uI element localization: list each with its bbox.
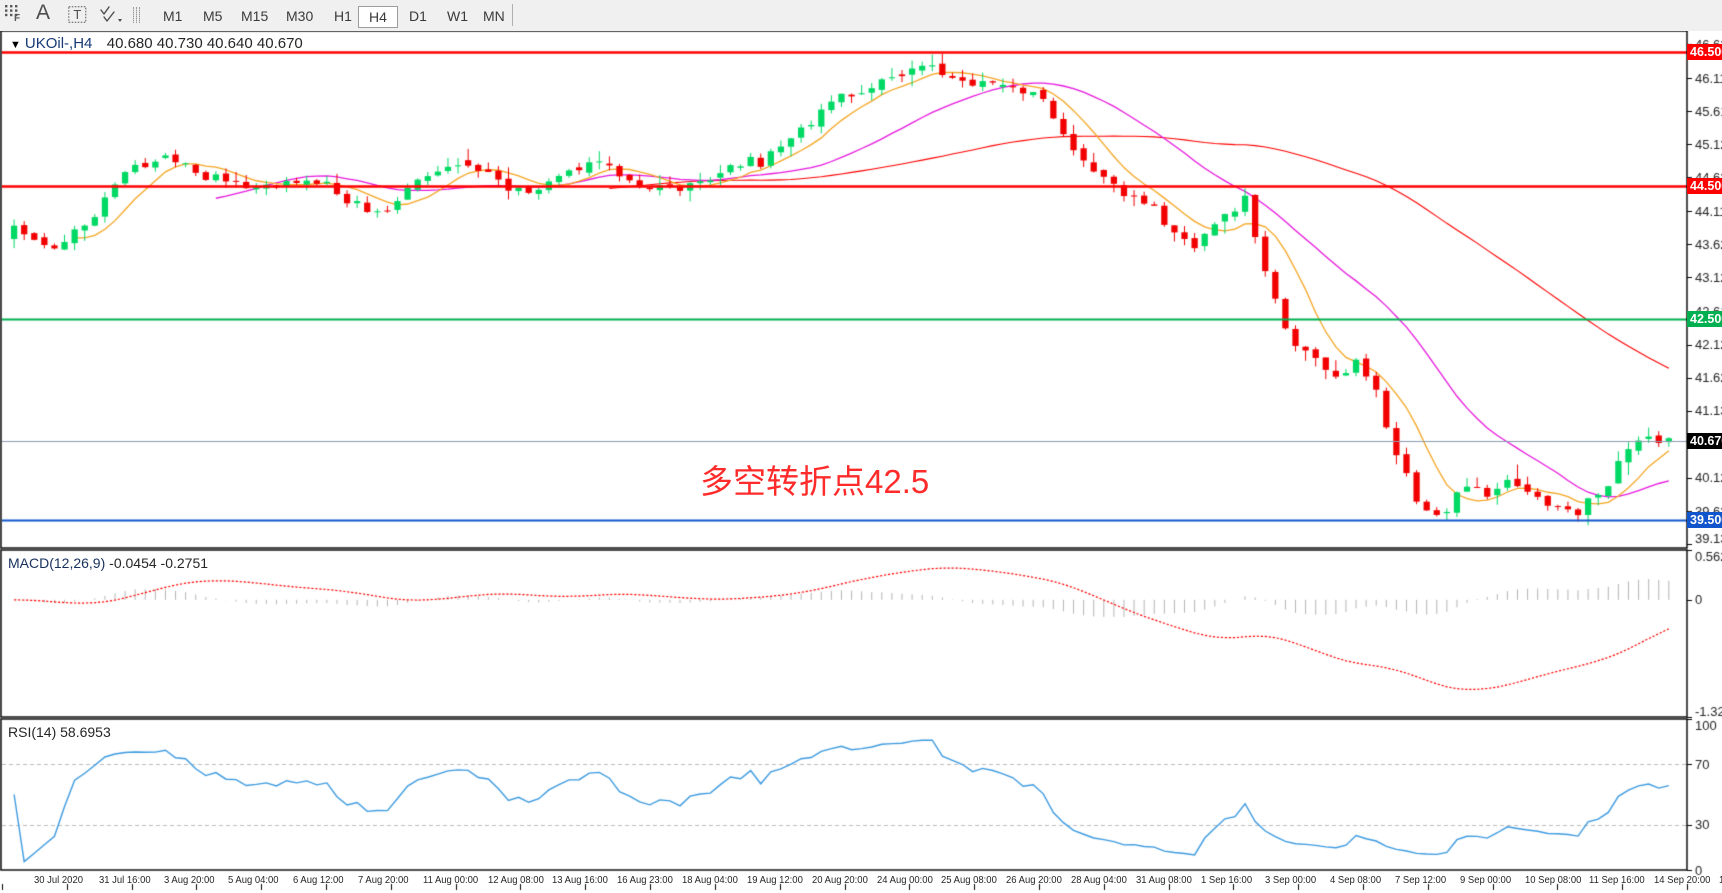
svg-text:T: T [73, 7, 81, 22]
